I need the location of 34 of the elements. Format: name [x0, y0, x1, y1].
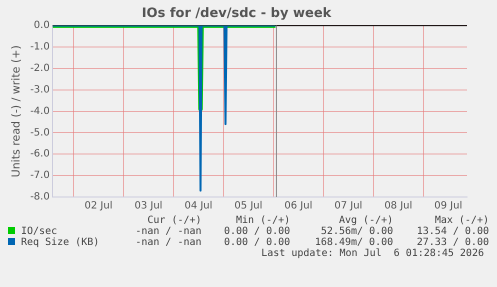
text: 168.49m/ 0.00 — [314, 237, 394, 248]
text: -nan / -nan — [134, 237, 203, 248]
text: Cur (-/+) — [146, 215, 203, 226]
text: Avg (-/+) — [338, 215, 394, 226]
chart-title: IOs for /dev/sdc - by week — [142, 6, 332, 22]
x-tick-label: 06 Jul — [284, 200, 312, 212]
x-tick-label: 08 Jul — [384, 200, 412, 212]
x-tick-label: 03 Jul — [134, 200, 162, 212]
text: 0.00 / 0.00 — [222, 226, 292, 237]
text: Max (-/+) — [434, 215, 490, 226]
y-tick-label: -7.0 — [30, 170, 50, 182]
y-tick-label: -3.0 — [30, 84, 50, 96]
y-tick-label: 0.0 — [34, 20, 50, 32]
y-tick-label: -2.0 — [30, 63, 50, 74]
text: 0.00 / 0.00 — [222, 237, 292, 248]
x-tick-label: 02 Jul — [84, 200, 112, 212]
text: 52.56m/ 0.00 — [320, 226, 394, 237]
text: 13.54 / 0.00 — [416, 226, 490, 237]
x-tick-label: 04 Jul — [184, 200, 212, 212]
y-tick-label: -6.0 — [30, 148, 50, 160]
text: 27.33 / 0.00 — [416, 237, 490, 248]
x-tick-label: 07 Jul — [334, 200, 362, 212]
legend-label: IO/sec — [21, 226, 58, 237]
text: -nan / -nan — [134, 226, 203, 237]
text: Min (-/+) — [234, 215, 292, 226]
x-tick-label: 05 Jul — [234, 200, 262, 212]
y-tick-label: -1.0 — [30, 42, 50, 53]
legend-label: Req Size (KB) — [21, 237, 100, 248]
x-tick-label: 09 Jul — [434, 200, 462, 212]
y-tick-label: -5.0 — [30, 127, 50, 138]
text: Last update: Mon Jul 6 01:28:45 2026 — [260, 248, 484, 259]
y-axis-title: Units read (-) / write (+) — [9, 45, 22, 178]
y-tick-label: -4.0 — [30, 106, 50, 117]
y-tick-label: -8.0 — [30, 192, 50, 203]
